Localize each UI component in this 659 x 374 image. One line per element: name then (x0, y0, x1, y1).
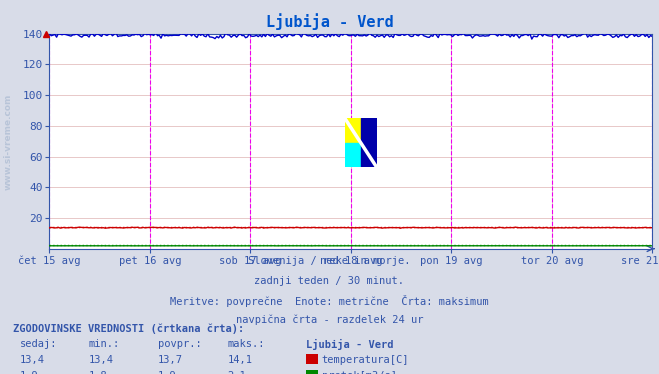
Bar (345, 119, 360, 143)
Text: 13,7: 13,7 (158, 355, 183, 365)
Bar (345, 143, 360, 167)
Text: Ljubija - Verd: Ljubija - Verd (306, 339, 394, 350)
Text: sedaj:: sedaj: (20, 339, 57, 349)
Text: Meritve: povprečne  Enote: metrične  Črta: maksimum: Meritve: povprečne Enote: metrične Črta:… (170, 295, 489, 307)
Text: www.si-vreme.com: www.si-vreme.com (3, 94, 13, 190)
Text: zadnji teden / 30 minut.: zadnji teden / 30 minut. (254, 276, 405, 286)
Text: maks.:: maks.: (227, 339, 265, 349)
Text: navpična črta - razdelek 24 ur: navpična črta - razdelek 24 ur (236, 315, 423, 325)
Text: temperatura[C]: temperatura[C] (322, 355, 409, 365)
Text: 14,1: 14,1 (227, 355, 252, 365)
Text: 1,9: 1,9 (158, 371, 177, 374)
Text: 1,8: 1,8 (89, 371, 107, 374)
Text: ZGODOVINSKE VREDNOSTI (črtkana črta):: ZGODOVINSKE VREDNOSTI (črtkana črta): (13, 324, 244, 334)
Text: 2,1: 2,1 (227, 371, 246, 374)
Text: 13,4: 13,4 (89, 355, 114, 365)
Text: povpr.:: povpr.: (158, 339, 202, 349)
Bar (360, 119, 376, 167)
Text: 1,9: 1,9 (20, 371, 38, 374)
Text: pretok[m3/s]: pretok[m3/s] (322, 371, 397, 374)
Text: 13,4: 13,4 (20, 355, 45, 365)
Text: Slovenija / reke in morje.: Slovenija / reke in morje. (248, 256, 411, 266)
Text: min.:: min.: (89, 339, 120, 349)
Text: Ljubija - Verd: Ljubija - Verd (266, 13, 393, 30)
